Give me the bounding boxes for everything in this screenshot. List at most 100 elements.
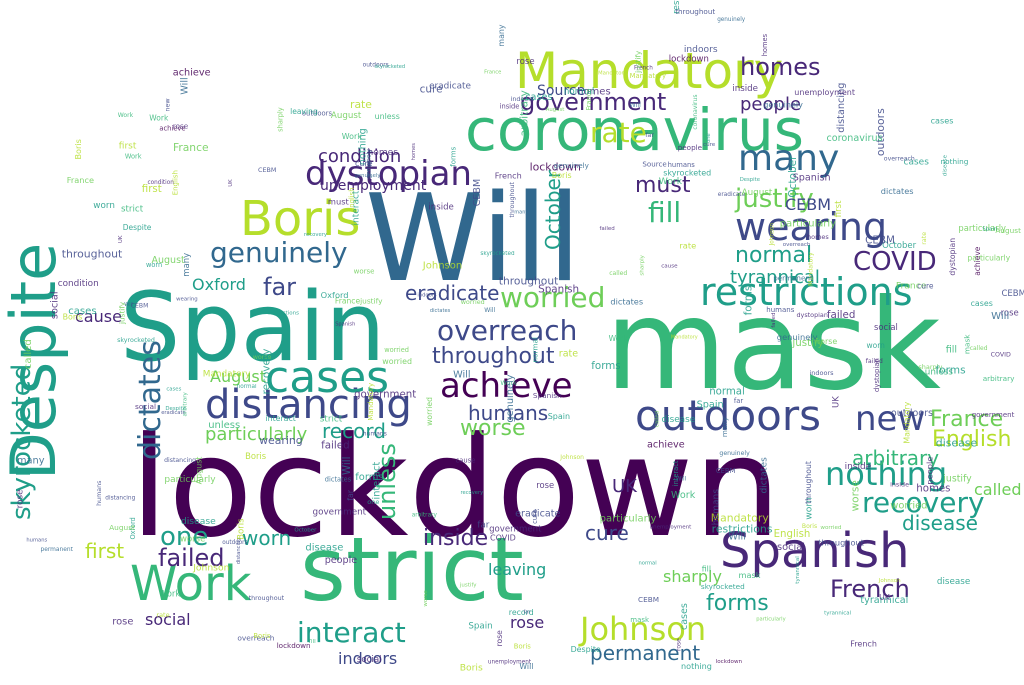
small-word: genuinely: [365, 149, 372, 179]
small-word: rose: [536, 480, 554, 490]
small-word: indoors: [511, 95, 535, 103]
small-word: outdoors: [874, 108, 887, 156]
small-word: CEBM: [638, 595, 659, 604]
small-word: people: [678, 143, 703, 152]
small-word: Boris: [552, 171, 572, 180]
small-word: COVID: [490, 534, 516, 543]
small-word: cases: [68, 306, 96, 317]
small-word: forms: [743, 286, 755, 316]
small-word: August: [194, 457, 203, 485]
small-word: cause: [661, 263, 678, 269]
small-word: disease: [936, 437, 978, 450]
word-disease: disease: [902, 511, 978, 535]
small-word: far: [346, 489, 355, 501]
small-word: Source: [642, 160, 666, 169]
small-word: homes: [577, 86, 611, 97]
word-throughout: throughout: [432, 344, 555, 369]
small-word: cases: [525, 92, 552, 103]
small-word: cure: [703, 142, 716, 148]
small-word: new: [164, 98, 172, 111]
small-word: cause: [456, 457, 476, 465]
small-word: skyrocketed: [117, 337, 155, 344]
small-word: disease: [305, 543, 343, 554]
small-word: August: [109, 523, 135, 532]
word-covid: COVID: [853, 247, 937, 277]
small-word: worse: [849, 480, 861, 511]
small-word: humans: [712, 489, 722, 526]
small-word: Will: [729, 532, 746, 543]
small-word: Despite: [740, 177, 760, 183]
small-word: forms: [450, 146, 458, 166]
small-word: throughout: [508, 182, 516, 218]
word-unless: unless: [373, 443, 401, 520]
small-word: cases: [679, 603, 690, 630]
small-word: throughout: [675, 7, 715, 16]
small-word: Will: [180, 77, 191, 94]
word-dictates: dictates: [133, 340, 168, 460]
small-word: nothing: [681, 661, 712, 671]
small-word: distancing: [236, 537, 242, 564]
small-word: Oxford: [321, 290, 349, 300]
word-interact: interact: [297, 616, 406, 649]
small-word: social: [49, 291, 60, 319]
small-word: worn: [867, 341, 886, 350]
small-word: rate: [350, 98, 372, 111]
small-word: Spanish: [538, 283, 579, 295]
small-word: skyrocketed: [663, 169, 711, 178]
small-word: forms: [591, 360, 620, 372]
small-word: Work: [159, 589, 181, 599]
word-source: Source: [537, 83, 585, 99]
small-word: English: [171, 170, 179, 195]
word-rate: rate: [590, 116, 647, 149]
small-word: coronavirus: [692, 95, 699, 130]
small-word: French: [634, 65, 653, 71]
word-social: social: [145, 610, 191, 629]
word-overreach: overreach: [437, 314, 577, 347]
small-word: Mandatory: [711, 511, 770, 524]
word-forms: forms: [706, 591, 769, 616]
small-word: Boris: [460, 662, 483, 673]
small-word: CEBM: [865, 234, 895, 246]
small-word: fill: [702, 565, 711, 574]
small-word: French: [495, 171, 522, 181]
small-word: restrictions: [268, 310, 299, 316]
small-word: sharply: [277, 107, 285, 132]
small-word: Johnson: [192, 562, 229, 573]
small-word: coronavirus: [827, 133, 883, 144]
word-failed: failed: [158, 544, 225, 572]
small-word: genuinely: [719, 450, 750, 457]
small-word: UK: [831, 396, 841, 408]
word-called: called: [974, 480, 1022, 499]
small-word: worried: [425, 397, 434, 426]
small-word: far: [524, 610, 532, 616]
small-word: Johnson: [878, 578, 901, 584]
word-first: first: [85, 539, 124, 563]
small-word: achieve: [973, 246, 982, 276]
small-word: first: [142, 184, 162, 195]
small-word: nothing: [358, 128, 369, 165]
small-word: one: [706, 133, 712, 143]
small-word: Boris: [514, 642, 532, 650]
small-word: recovery: [304, 232, 327, 238]
small-word: restrictions: [712, 523, 773, 536]
small-word: Boris: [802, 523, 817, 530]
small-word: interact: [372, 462, 383, 500]
small-word: worried: [820, 525, 841, 531]
small-word: failed: [600, 226, 615, 232]
small-word: rose: [495, 630, 504, 647]
small-word: must: [328, 197, 350, 207]
small-word: forms: [355, 472, 383, 483]
small-word: worse: [180, 534, 205, 544]
word-worn: worn: [242, 526, 291, 550]
small-word: justify: [942, 474, 972, 485]
small-word: cases: [931, 116, 954, 126]
small-word: rate: [679, 240, 696, 250]
small-word: throughout: [818, 537, 864, 547]
small-word: rose: [516, 57, 534, 67]
small-word: Work: [500, 379, 517, 387]
word-france: France: [930, 407, 1003, 432]
small-word: homes: [368, 148, 399, 158]
small-word: worse: [814, 337, 838, 346]
small-word: Despite: [571, 645, 601, 654]
